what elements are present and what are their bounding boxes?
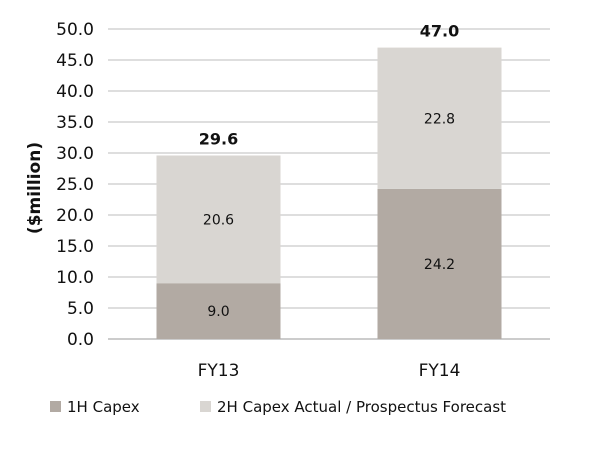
y-tick-label: 15.0 [56,237,94,257]
legend: 1H Capex 2H Capex Actual / Prospectus For… [50,398,506,416]
bar-segment-2h-fy13 [156,155,281,284]
y-tick-label: 50.0 [56,20,94,40]
total-label: 47.0 [420,22,459,41]
legend-label: 1H Capex [67,398,140,416]
data-label: 22.8 [424,111,455,127]
y-tick-label: 35.0 [56,113,94,133]
y-tick-label: 20.0 [56,206,94,226]
x-category-label: FY14 [419,361,461,381]
y-axis-ticks: 0.0 5.0 10.0 15.0 20.0 25.0 30.0 35.0 40.0 45.0 50… [56,20,94,350]
legend-swatch [50,401,61,412]
y-tick-label: 5.0 [67,299,94,319]
bar-segment-1h-fy13 [156,283,281,339]
y-tick-label: 10.0 [56,268,94,288]
data-label: 24.2 [424,257,455,273]
y-tick-label: 40.0 [56,82,94,102]
data-label: 20.6 [203,212,234,228]
y-axis-label: ($million) [25,142,45,234]
total-label: 29.6 [199,129,238,148]
x-axis-categories: FY13 FY14 [198,361,461,381]
y-tick-label: 30.0 [56,144,94,164]
bar-segment-1h-fy14 [377,188,502,339]
legend-label: 2H Capex Actual / Prospectus Forecast [217,398,506,416]
y-tick-label: 0.0 [67,330,94,350]
bars: 9.0 20.6 29.6 24.2 22.8 47.0 [156,22,502,339]
y-tick-label: 45.0 [56,51,94,71]
bar-segment-2h-fy14 [377,47,502,189]
data-label: 9.0 [207,304,229,320]
x-category-label: FY13 [198,361,240,381]
y-tick-label: 25.0 [56,175,94,195]
legend-swatch [200,401,211,412]
